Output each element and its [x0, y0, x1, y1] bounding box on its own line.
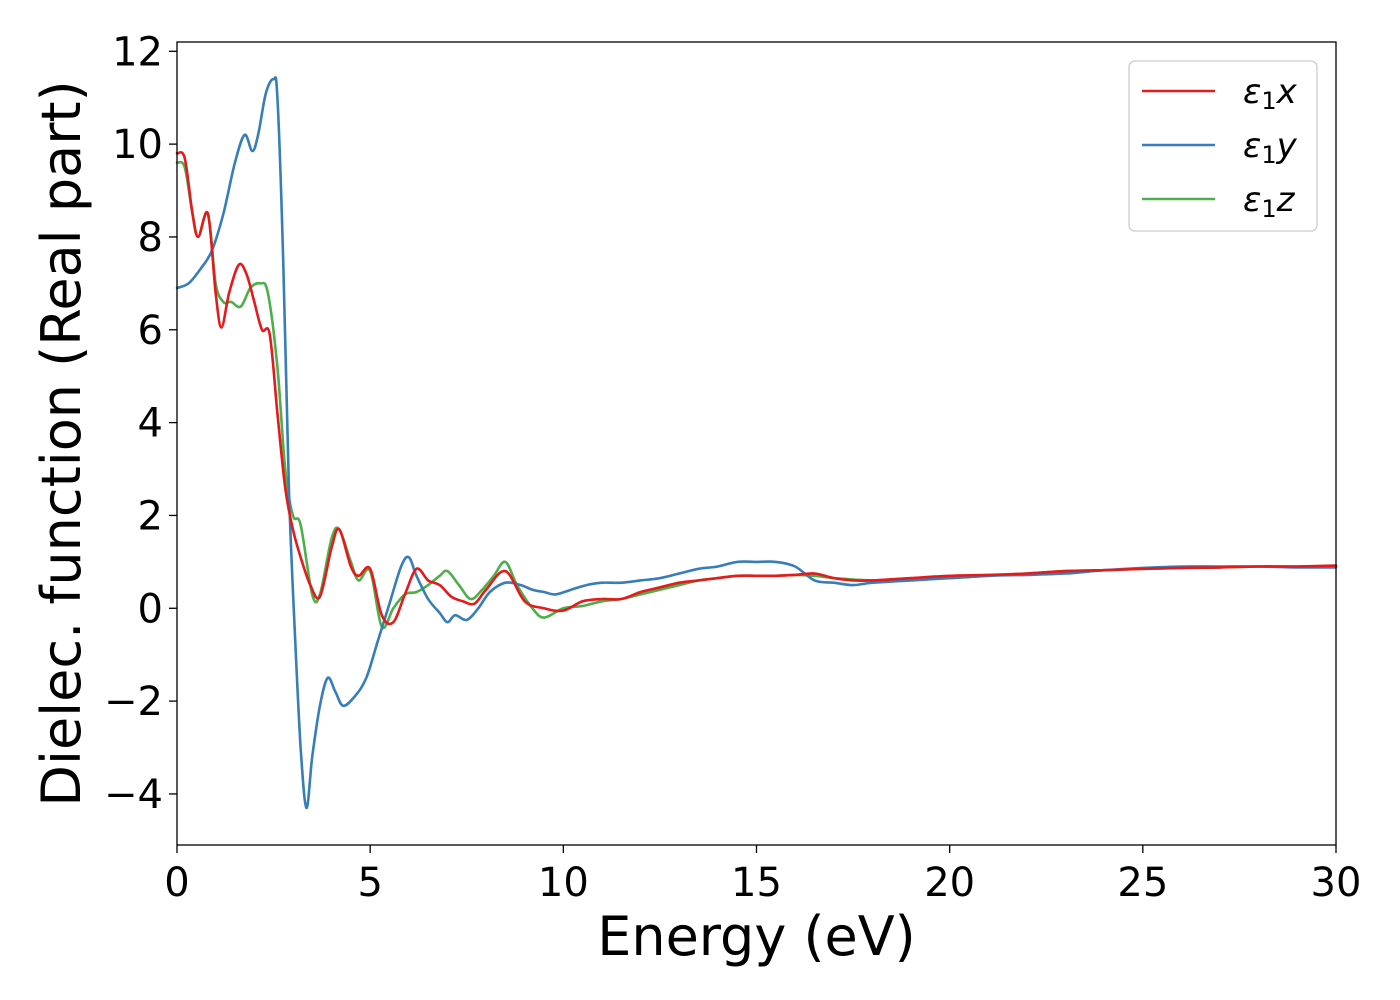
- legend-label-z: ε1z: [1243, 180, 1296, 223]
- legend-label-y: ε1y: [1243, 126, 1298, 169]
- y-axis-ticks: −4 −2 0 2 4 6 8 10 12: [104, 29, 177, 818]
- x-tick-label: 25: [1117, 860, 1168, 906]
- series-line-y: [175, 76, 1338, 810]
- x-tick-label: 15: [731, 860, 782, 906]
- x-tick-label: 20: [924, 860, 975, 906]
- y-tick-label: 10: [112, 122, 163, 168]
- y-tick-label: 4: [138, 401, 163, 447]
- legend-box: [1128, 60, 1318, 232]
- plot-lines: [175, 76, 1338, 810]
- legend-label-x: ε1x: [1243, 72, 1298, 115]
- y-tick-label: −2: [104, 679, 163, 725]
- y-tick-label: 6: [138, 308, 163, 354]
- legend: ε1x ε1y ε1z: [1128, 60, 1318, 232]
- x-tick-label: 5: [357, 860, 382, 906]
- x-axis-ticks: 0 5 10 15 20 25 30: [164, 845, 1361, 906]
- x-axis-label: Energy (eV): [597, 905, 916, 968]
- y-tick-label: 8: [138, 215, 163, 261]
- series-line-x: [175, 150, 1338, 626]
- y-tick-label: 0: [138, 586, 163, 632]
- y-tick-label: 2: [138, 493, 163, 539]
- x-tick-label: 0: [164, 860, 189, 906]
- y-axis-label: Dielec. function (Real part): [30, 80, 93, 806]
- x-tick-label: 30: [1311, 860, 1362, 906]
- y-tick-label: 12: [112, 29, 163, 75]
- x-tick-label: 10: [538, 860, 589, 906]
- y-tick-label: −4: [104, 772, 163, 818]
